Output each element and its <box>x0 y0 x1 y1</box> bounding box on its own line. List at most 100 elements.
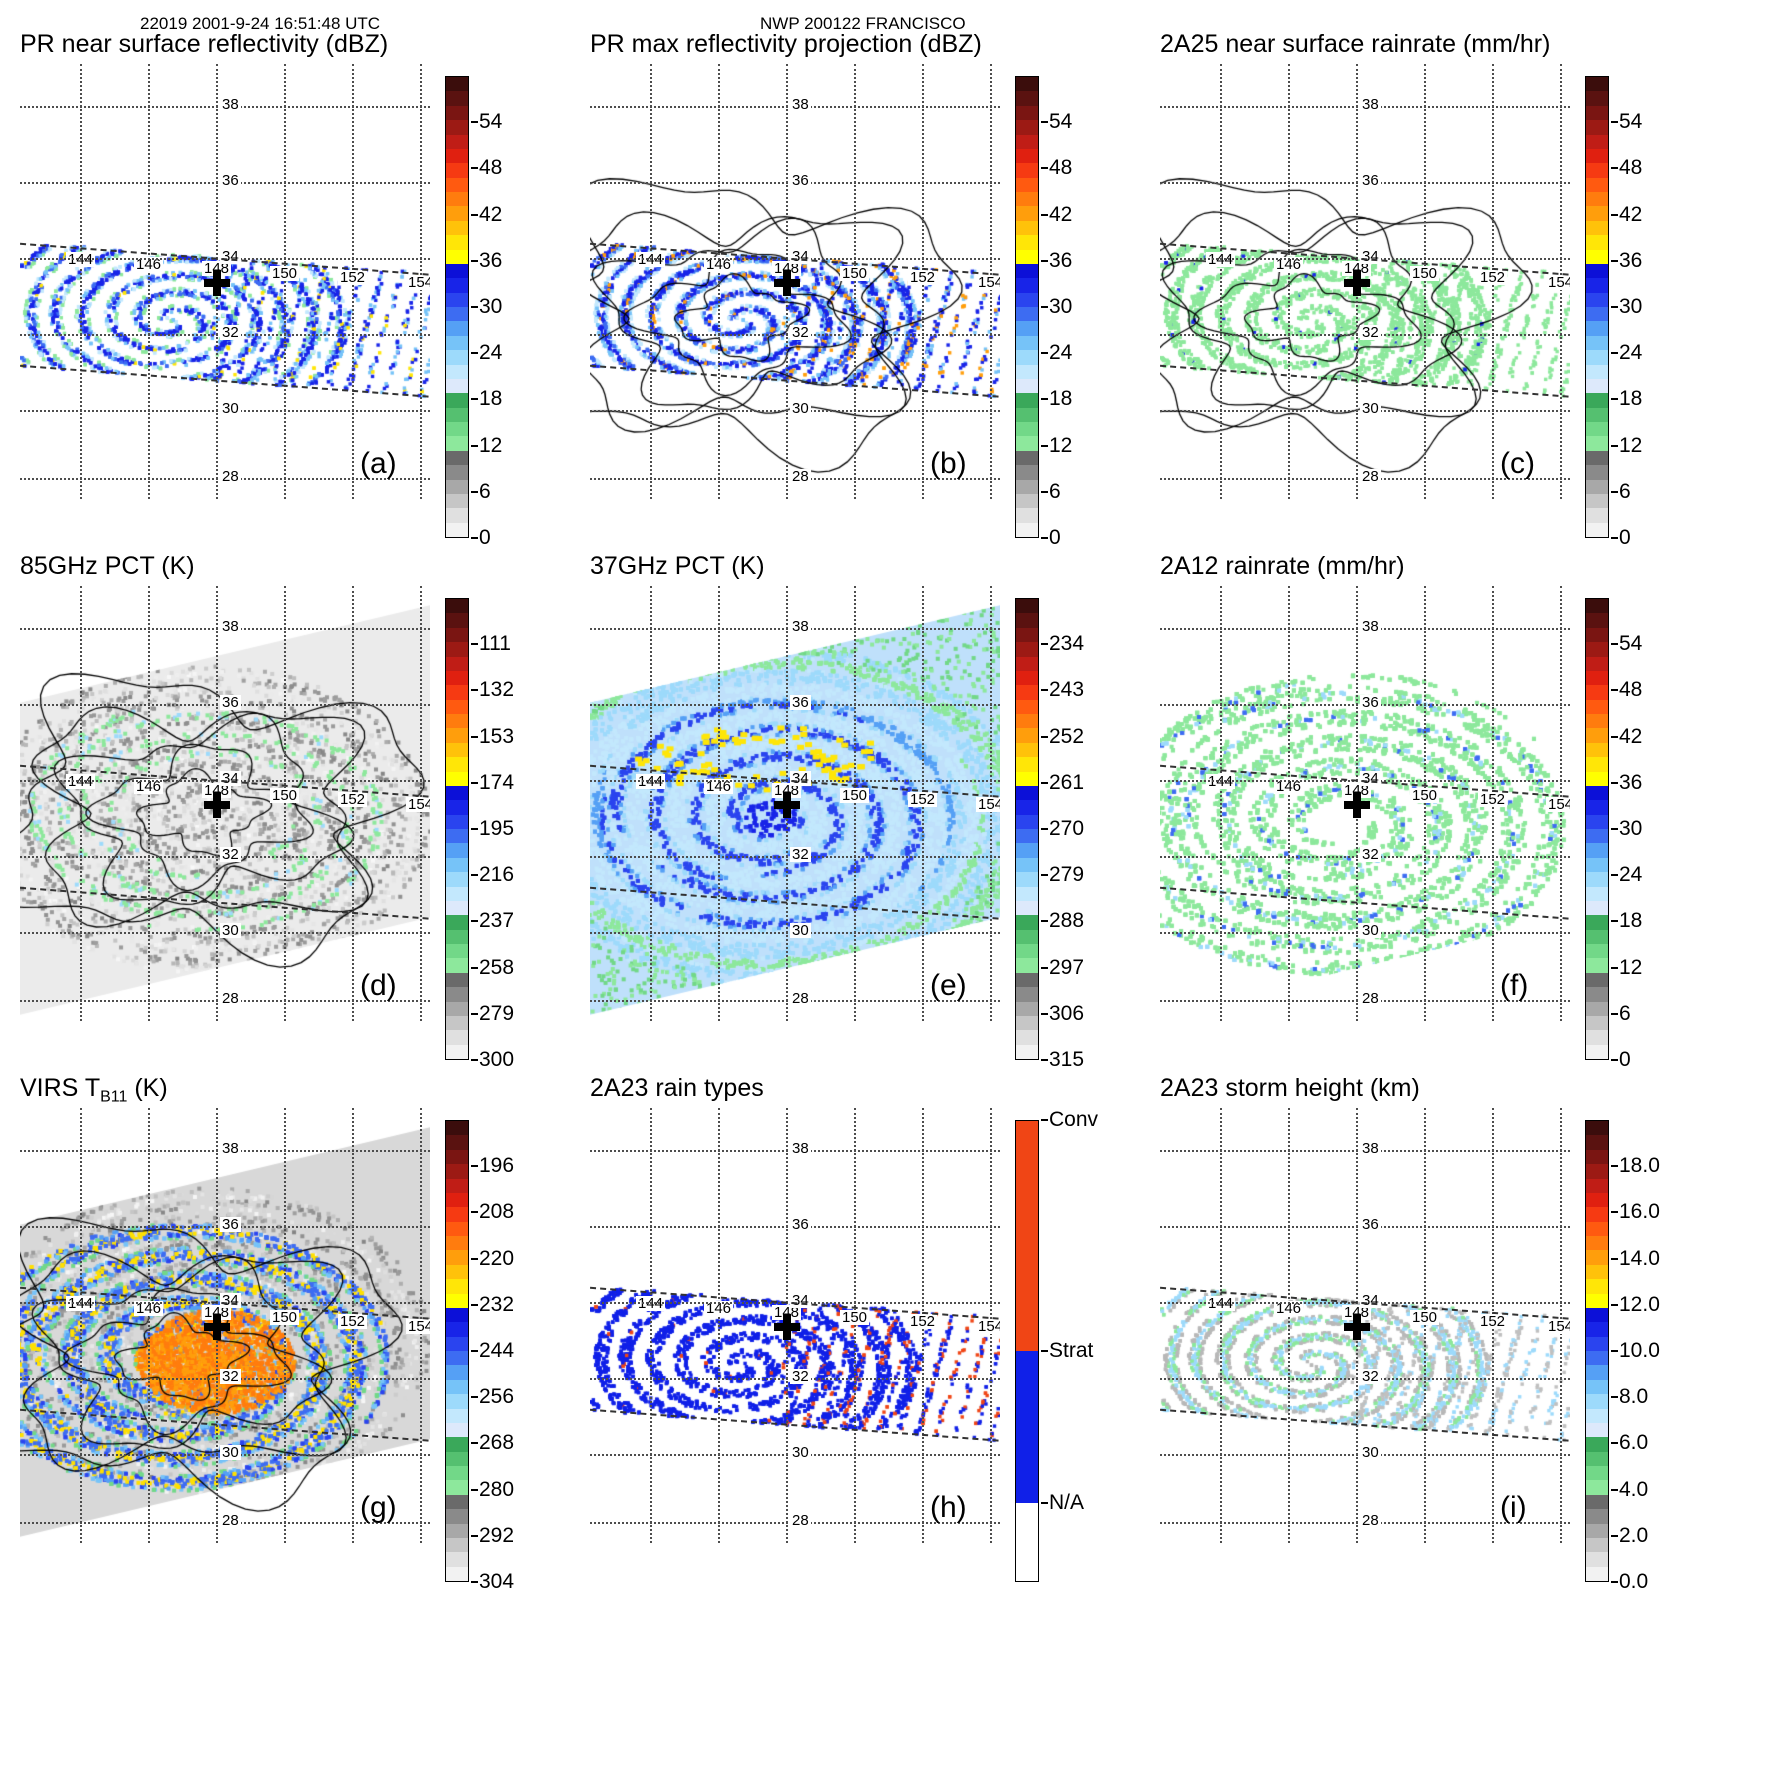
colorbar-tick <box>471 1396 478 1399</box>
colorbar-segment <box>1016 972 1038 988</box>
colorbar-tick <box>471 781 478 784</box>
colorbar-tick <box>1611 735 1618 738</box>
map-canvas-i[interactable]: 144 146 148 150 152 154 38 36 34 32 30 28 <box>1160 1108 1570 1543</box>
colorbar-segment <box>446 249 468 264</box>
lat-tick-label: 34 <box>1360 770 1381 787</box>
colorbar-segment <box>1586 886 1608 901</box>
colorbar-segment <box>446 1044 468 1059</box>
colorbar-segment <box>446 1293 468 1308</box>
colorbar-segment <box>446 1336 468 1351</box>
colorbar-segment <box>446 958 468 973</box>
colorbar-segment <box>1586 1494 1608 1510</box>
colorbar-segment <box>1016 307 1038 322</box>
colorbar-segment <box>1016 206 1038 221</box>
colorbar-segment <box>446 1422 468 1438</box>
colorbar-segment <box>446 944 468 959</box>
colorbar-segment <box>1016 958 1038 973</box>
colorbar-labels-f: 54 48 42 36 30 24 18 12 6 0 <box>1611 598 1701 1071</box>
colorbar-segment <box>1586 1509 1608 1524</box>
colorbar-tick <box>1611 444 1618 447</box>
panel-g: VIRS TB11 (K) 144 146 148 150 152 154 38 36 34 32 3… <box>20 1074 570 1593</box>
colorbar-segment <box>1586 1293 1608 1308</box>
colorbar-tick <box>1611 874 1618 877</box>
colorbar-segment <box>1016 800 1038 815</box>
colorbar-segment <box>1586 1307 1608 1323</box>
colorbar-g: 196 208 220 232 244 256 268 280 292 304 <box>445 1120 575 1593</box>
colorbar-segment <box>1016 900 1038 916</box>
lat-tick-label: 30 <box>790 1444 811 1461</box>
colorbar-segment <box>1586 714 1608 729</box>
colorbar-segment <box>446 508 468 523</box>
colorbar-tick-label: 0 <box>479 526 491 549</box>
colorbar-segment <box>446 1537 468 1553</box>
map-canvas-a[interactable]: 144 146 148 150 152 154 38 36 34 32 30 28 <box>20 64 430 499</box>
colorbar-gradient-a <box>445 76 469 538</box>
colorbar-tick-label: 237 <box>479 909 515 933</box>
lon-tick-label: 152 <box>1478 269 1508 286</box>
colorbar-tick <box>1041 781 1048 784</box>
lon-tick-label: 148 <box>1342 1304 1372 1321</box>
lat-tick-label: 32 <box>220 846 241 863</box>
lon-tick-label: 148 <box>772 782 802 799</box>
lat-tick-label: 34 <box>220 248 241 265</box>
map-canvas-e[interactable]: 144 146 148 150 152 154 38 36 34 32 30 28 <box>590 586 1000 1021</box>
colorbar-tick <box>471 1488 478 1491</box>
map-canvas-g[interactable]: 144 146 148 150 152 154 38 36 34 32 30 28 <box>20 1108 430 1543</box>
colorbar-segment <box>1586 1451 1608 1466</box>
colorbar-segment <box>446 465 468 480</box>
colorbar-tick-label: 42 <box>1619 202 1643 226</box>
colorbar-segment <box>1586 522 1608 537</box>
map-canvas-b[interactable]: 144 146 148 150 152 154 38 36 34 32 30 28 <box>590 64 1000 499</box>
map-canvas-f[interactable]: 144 146 148 150 152 154 38 36 34 32 30 28 <box>1160 586 1570 1021</box>
colorbar-tick <box>471 874 478 877</box>
map-canvas-d[interactable]: 144 146 148 150 152 154 38 36 34 32 30 28 <box>20 586 430 1021</box>
contour-overlay-d <box>20 586 430 1021</box>
colorbar-segment <box>446 148 468 164</box>
colorbar-segment <box>446 670 468 686</box>
colorbar-segment <box>1586 670 1608 686</box>
lon-tick-label: 154 <box>976 274 1000 290</box>
lon-tick-label: 144 <box>1206 773 1236 790</box>
colorbar-segment <box>1016 263 1038 279</box>
lat-tick-label: 38 <box>1360 96 1381 113</box>
colorbar-tick <box>471 1257 478 1260</box>
lon-tick-label: 154 <box>406 274 430 290</box>
lat-tick-label: 38 <box>790 618 811 635</box>
header-storm-id: NWP 200122 FRANCISCO <box>760 14 966 33</box>
colorbar-tick <box>1611 490 1618 493</box>
colorbar-tick-label: 8.0 <box>1619 1385 1649 1409</box>
lat-tick-label: 28 <box>220 990 241 1007</box>
colorbar-segment <box>1586 493 1608 509</box>
colorbar-segment <box>446 1015 468 1031</box>
map-canvas-c[interactable]: 144 146 148 150 152 154 38 36 34 32 30 28 <box>1160 64 1570 499</box>
lat-tick-label: 36 <box>220 172 241 189</box>
colorbar-segment <box>1016 192 1038 207</box>
colorbar-segment <box>446 656 468 671</box>
colorbar-segment <box>446 929 468 944</box>
colorbar-tick <box>471 920 478 923</box>
lat-tick-label: 30 <box>1360 400 1381 417</box>
colorbar-tick-label: 18 <box>479 387 503 411</box>
colorbar-segment <box>1586 335 1608 351</box>
colorbar-segment <box>1016 656 1038 671</box>
panel-letter-e: (e) <box>930 969 967 1002</box>
colorbar-tick-label: 14.0 <box>1619 1246 1660 1270</box>
colorbar-tick <box>1041 735 1048 738</box>
colorbar-segment <box>446 800 468 815</box>
colorbar-segment <box>446 192 468 207</box>
colorbar-tick <box>1041 1502 1048 1505</box>
colorbar-segment <box>1586 613 1608 628</box>
colorbar-segment <box>1586 1523 1608 1538</box>
colorbar-tick <box>471 828 478 830</box>
lon-tick-label: 148 <box>202 260 232 277</box>
colorbar-tick-label: 232 <box>479 1292 515 1316</box>
map-canvas-h[interactable]: 144 146 148 150 152 154 38 36 34 32 30 28 <box>590 1108 1000 1543</box>
colorbar-tick <box>1611 828 1618 830</box>
colorbar-gradient-c <box>1585 76 1609 538</box>
colorbar-tick <box>1041 1059 1048 1061</box>
colorbar-segment <box>1586 1351 1608 1366</box>
colorbar-tick <box>1611 121 1618 124</box>
colorbar-segment <box>1016 714 1038 729</box>
colorbar-segment <box>1586 642 1608 657</box>
colorbar-tick-label: 6 <box>479 479 491 503</box>
